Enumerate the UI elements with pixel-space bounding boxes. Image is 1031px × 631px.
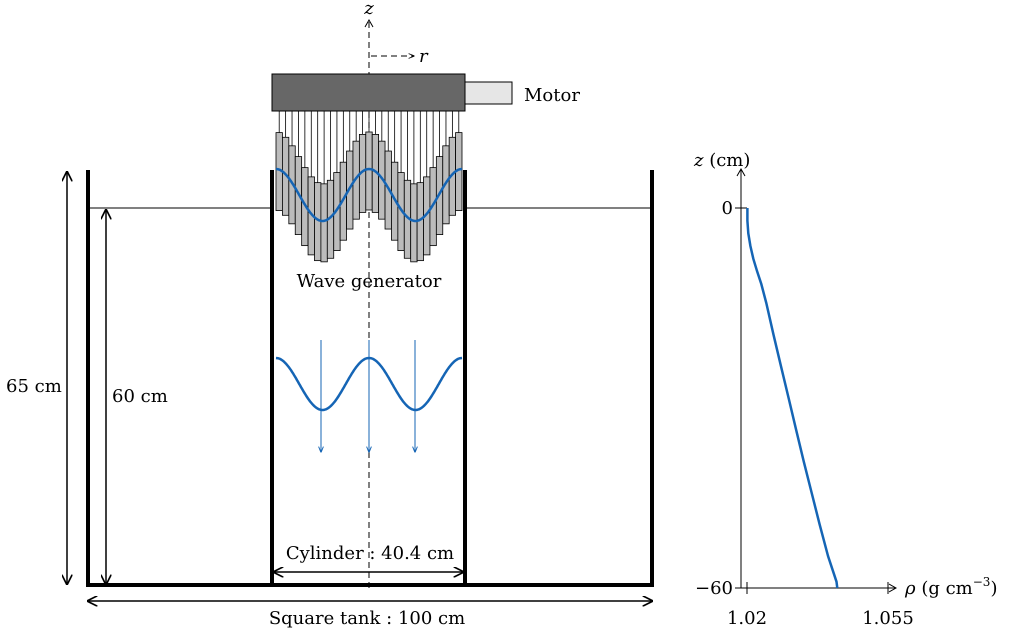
generator-plate	[320, 183, 328, 263]
motor-shaft	[464, 81, 513, 105]
generator-plate	[410, 183, 418, 263]
tank-dimension-label: Square tank : 100 cm	[269, 608, 465, 629]
chart-ticks: 1.02 1.055 0 −60	[695, 198, 914, 629]
chart-y-tick-label: −60	[695, 578, 733, 599]
chart-x-axis-label: ρ (g cm−3)	[904, 575, 997, 599]
dimension-65cm-label: 65 cm	[6, 376, 62, 397]
chart-y-axis-label: z (cm)	[693, 150, 750, 171]
chart-x-tick-label: 1.02	[727, 608, 767, 629]
chart-y-axis-arrowhead	[736, 167, 746, 177]
generator-rods	[278, 111, 460, 184]
z-axis-arrowhead	[364, 18, 374, 28]
generator-wave-curve	[275, 167, 463, 223]
motor-body	[271, 73, 466, 112]
chart-series-density-line	[746, 208, 839, 589]
motor-label: Motor	[524, 85, 580, 106]
chart-x-axis-arrowhead	[888, 583, 898, 593]
dimension-60cm-label: 60 cm	[112, 386, 168, 407]
r-axis-label: r	[419, 46, 429, 67]
z-axis-label: z	[363, 0, 374, 19]
cylinder-dimension-label: Cylinder : 40.4 cm	[286, 543, 454, 564]
generator-plate	[365, 131, 373, 211]
chart-x-tick-label: 1.055	[862, 608, 914, 629]
wave-generator-label: Wave generator	[297, 271, 442, 292]
density-profile-chart: z (cm) ρ (g cm−3) 1.02 1.055 0 −60	[693, 150, 997, 629]
chart-y-tick-label: 0	[722, 198, 733, 219]
